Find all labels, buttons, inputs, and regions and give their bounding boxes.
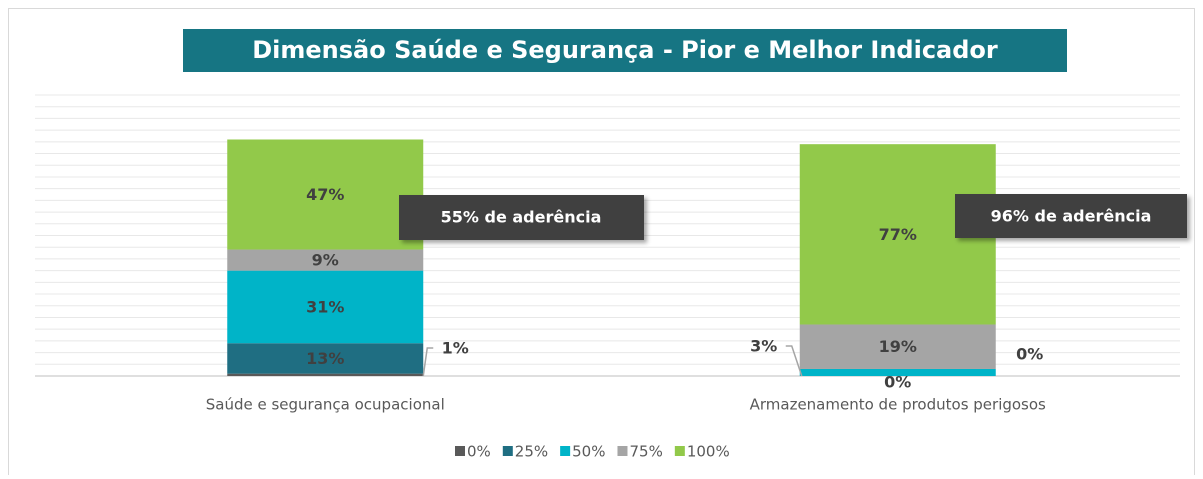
title-box <box>183 29 1067 72</box>
bar-segment <box>227 373 424 376</box>
bar-segment <box>227 343 424 374</box>
x-tick-label: Armazenamento de produtos perigosos <box>750 396 1046 414</box>
leader-line <box>422 347 434 377</box>
legend-swatch <box>502 446 513 456</box>
bar-segment <box>227 139 424 250</box>
data-label: 19% <box>879 337 917 356</box>
bar-segment <box>227 270 424 344</box>
data-label: 0% <box>884 373 911 392</box>
legend-swatch <box>560 446 571 456</box>
labels: Saúde e segurança ocupacional 1% 13% 31% 9% 4… <box>206 185 1046 460</box>
bar-segment <box>799 368 996 376</box>
annotation: 55% de aderência <box>441 208 602 227</box>
legend-label: 100% <box>687 443 730 461</box>
data-label: 0% <box>1016 345 1043 364</box>
legend-label: 25% <box>515 443 548 461</box>
legend-label: 75% <box>629 443 662 461</box>
annotation: 96% de aderência <box>991 207 1152 226</box>
chart-frame <box>8 8 1195 479</box>
bar-segment <box>227 249 424 271</box>
legend-swatch <box>674 446 685 456</box>
data-label: 47% <box>306 185 344 204</box>
bars <box>227 139 996 376</box>
legend-swatch <box>617 446 628 456</box>
leader-line <box>785 345 803 377</box>
data-label: 31% <box>306 297 344 316</box>
chart-title: Dimensão Saúde e Segurança - Pior e Melh… <box>252 36 998 64</box>
data-label: 13% <box>306 349 344 368</box>
annotation-box <box>955 194 1187 238</box>
data-label: 77% <box>879 225 917 244</box>
data-label: 9% <box>312 251 339 270</box>
annotation-box <box>399 195 644 240</box>
data-label: 1% <box>442 339 469 358</box>
legend-swatch <box>455 446 465 456</box>
data-label: 3% <box>750 337 777 356</box>
legend-label: 50% <box>572 443 605 461</box>
x-tick-label: Saúde e segurança ocupacional <box>206 396 445 414</box>
legend-label: 0% <box>467 443 491 461</box>
bar-segment <box>799 324 996 369</box>
